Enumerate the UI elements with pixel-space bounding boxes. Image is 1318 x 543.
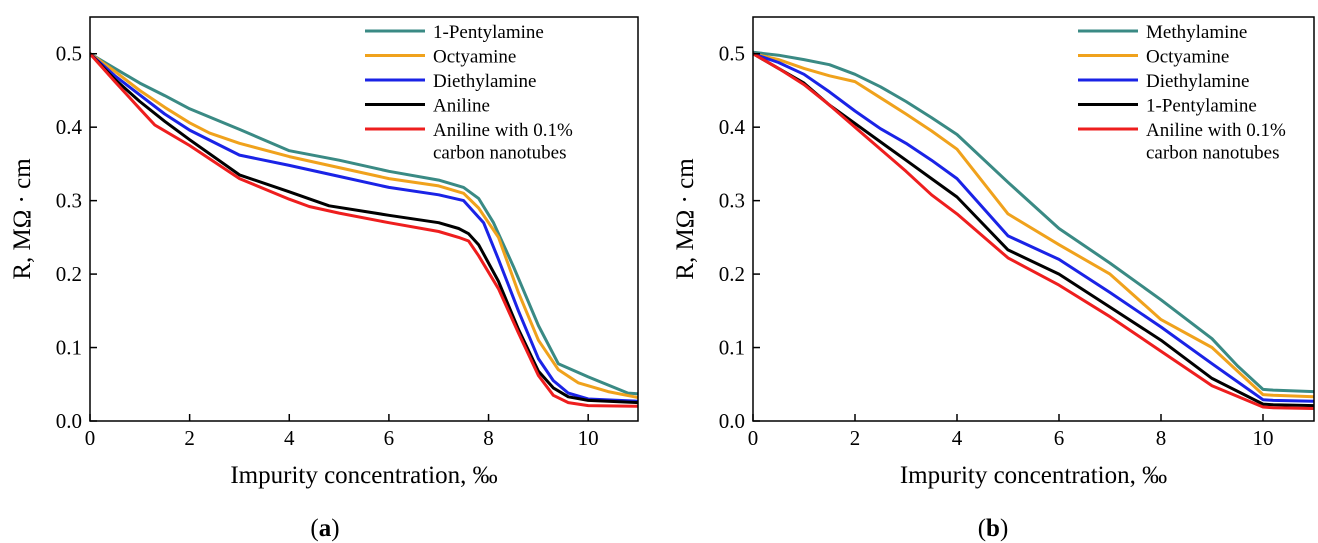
- x-tick-label: 10: [578, 426, 599, 450]
- chart-panel-b: 0 2 4 6 8 10 0.0 0.1 0.2 0.3 0.4 0.5 Impurity concen…: [672, 16, 1315, 542]
- y-tick-label: 0.2: [719, 262, 745, 286]
- y-tick-label: 0.3: [719, 189, 745, 213]
- series-line-3: [90, 52, 638, 403]
- x-tick-label: 6: [384, 426, 395, 450]
- panel-label: (b): [978, 515, 1009, 542]
- x-tick-label: 8: [1156, 426, 1167, 450]
- panel-label: (a): [310, 515, 339, 542]
- y-tick-label: 0.4: [719, 115, 746, 139]
- x-tick-label: 10: [1253, 426, 1274, 450]
- x-tick-label: 4: [952, 426, 963, 450]
- y-tick-label: 0.4: [56, 115, 83, 139]
- y-axis-label: R, MΩ · cm: [9, 158, 36, 280]
- series-line-5: [753, 52, 1314, 410]
- legend-entry-2: Octyamine: [433, 47, 516, 68]
- x-tick-label: 6: [1054, 426, 1065, 450]
- plot-frame: [89, 16, 639, 422]
- legend-entry-2: Octyamine: [1146, 47, 1229, 68]
- legend: Methylamine Octyamine Diethylamine 1-Pentyl…: [1078, 22, 1286, 164]
- y-axis-label: R, MΩ · cm: [672, 158, 699, 280]
- x-tick-label: 0: [748, 426, 759, 450]
- legend-entry-5: Aniline with 0.1% carbon nanotubes: [433, 120, 573, 164]
- x-tick-label: 4: [284, 426, 295, 450]
- legend-entry-1: Methylamine: [1146, 22, 1247, 43]
- legend-entry-4: 1-Pentylamine: [1146, 96, 1257, 117]
- series-line-4: [90, 52, 638, 405]
- x-tick-label: 2: [850, 426, 861, 450]
- x-axis-label: Impurity concentration, ‰: [230, 462, 497, 489]
- x-axis-label: Impurity concentration, ‰: [900, 462, 1167, 489]
- y-tick-label: 0.5: [56, 42, 82, 66]
- y-tick-label: 0.0: [719, 409, 745, 433]
- y-tick-label: 0.1: [56, 336, 82, 360]
- series-line-3: [753, 52, 1314, 403]
- legend-entry-4: Aniline: [433, 96, 490, 117]
- series-line-1: [753, 50, 1314, 394]
- y-tick-label: 0.5: [719, 42, 745, 66]
- x-tick-label: 0: [85, 426, 96, 450]
- legend-entry-5: Aniline with 0.1% carbon nanotubes: [1146, 120, 1286, 164]
- legend-entry-1: 1-Pentylamine: [433, 22, 544, 43]
- y-tick-label: 0.1: [719, 336, 745, 360]
- legend: 1-Pentylamine Octyamine Diethylamine Anilin…: [365, 22, 573, 164]
- x-tick-label: 8: [483, 426, 494, 450]
- series-line-5: [90, 52, 638, 408]
- y-tick-label: 0.3: [56, 189, 82, 213]
- plot-frame: [752, 16, 1315, 422]
- chart-panel-a: 0 2 4 6 8 10 0.0 0.1 0.2 0.3 0.4 0.5 Impurity concen…: [9, 16, 639, 542]
- series-line-2: [90, 52, 638, 399]
- legend-entry-3: Diethylamine: [1146, 71, 1249, 92]
- y-tick-label: 0.2: [56, 262, 82, 286]
- x-tick-label: 2: [184, 426, 195, 450]
- series-line-2: [753, 52, 1314, 399]
- y-tick-label: 0.0: [56, 409, 82, 433]
- legend-entry-3: Diethylamine: [433, 71, 536, 92]
- series-line-1: [90, 52, 638, 396]
